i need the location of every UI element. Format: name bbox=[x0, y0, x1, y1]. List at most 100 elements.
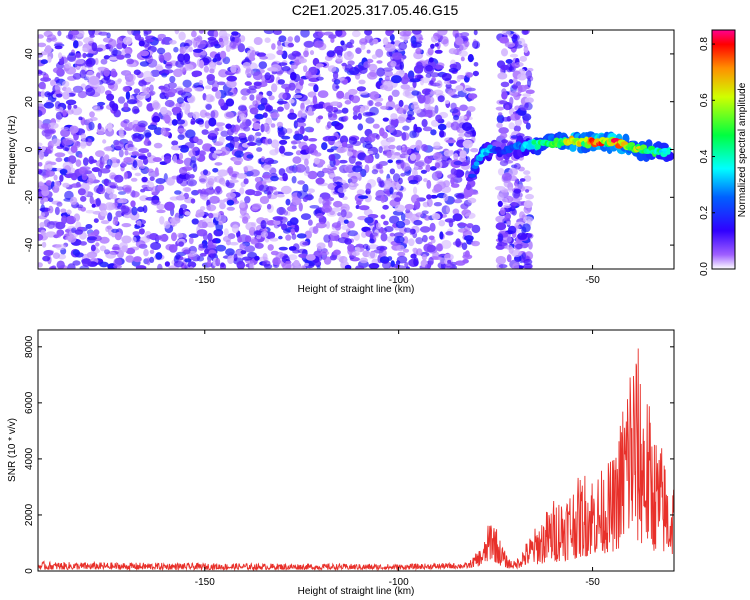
heatmap-cell bbox=[116, 54, 125, 60]
heatmap-cell bbox=[426, 198, 433, 208]
heatmap-cell bbox=[208, 117, 217, 127]
heatmap-cell bbox=[156, 209, 166, 214]
heatmap-cell bbox=[155, 65, 164, 71]
heatmap-signal-cell bbox=[627, 142, 636, 147]
heatmap-cell bbox=[88, 121, 95, 131]
heatmap-cell bbox=[289, 217, 299, 226]
heatmap-cell bbox=[121, 245, 128, 253]
heatmap-cell bbox=[467, 197, 477, 204]
heatmap-cell bbox=[447, 174, 457, 179]
heatmap-cell bbox=[504, 213, 511, 223]
heatmap-cell bbox=[293, 133, 304, 141]
heatmap-cell bbox=[229, 241, 239, 246]
heatmap-cell bbox=[90, 244, 96, 252]
heatmap-cell bbox=[177, 232, 184, 238]
heatmap-cell bbox=[134, 225, 141, 230]
heatmap-cell bbox=[38, 262, 43, 268]
heatmap-cell bbox=[231, 31, 239, 36]
heatmap-cell bbox=[368, 263, 380, 269]
colorbar-tick-label: 0.6 bbox=[699, 93, 710, 107]
heatmap-cell bbox=[206, 204, 217, 212]
heatmap-cell bbox=[429, 194, 438, 199]
heatmap-cell bbox=[443, 193, 449, 202]
heatmap-cell bbox=[102, 139, 107, 144]
snr-frame bbox=[37, 329, 675, 572]
heatmap-cell bbox=[441, 73, 452, 81]
heatmap-cell bbox=[375, 163, 381, 169]
heatmap-cell bbox=[208, 38, 219, 45]
heatmap-cell bbox=[153, 127, 163, 136]
heatmap-cell bbox=[82, 47, 88, 52]
heatmap-cell bbox=[336, 90, 345, 99]
heatmap-cell bbox=[161, 40, 166, 45]
heatmap-cell bbox=[447, 259, 452, 264]
heatmap-cell bbox=[109, 100, 115, 109]
heatmap-cell bbox=[262, 180, 267, 186]
heatmap-cell bbox=[138, 155, 148, 160]
heatmap-cell bbox=[514, 62, 524, 67]
heatmap-cell bbox=[183, 249, 191, 255]
heatmap-cell bbox=[500, 64, 510, 71]
heatmap-cell bbox=[381, 131, 388, 139]
heatmap-cell bbox=[198, 79, 204, 86]
heatmap-cell bbox=[214, 122, 226, 127]
heatmap-cell bbox=[450, 121, 460, 131]
heatmap-cell bbox=[371, 169, 379, 175]
heatmap-cell bbox=[207, 259, 212, 268]
heatmap-cell bbox=[453, 114, 460, 121]
heatmap-cell bbox=[434, 171, 443, 178]
heatmap-cell bbox=[347, 230, 359, 237]
heatmap-cell bbox=[81, 258, 92, 267]
heatmap-cell bbox=[41, 85, 46, 90]
heatmap-cell bbox=[334, 45, 344, 55]
heatmap-cell bbox=[86, 177, 94, 185]
heatmap-cell bbox=[260, 231, 269, 238]
heatmap-cell bbox=[48, 205, 54, 214]
heatmap-cell bbox=[435, 162, 440, 169]
heatmap-cell bbox=[461, 122, 473, 132]
heatmap-cell bbox=[422, 126, 433, 132]
heatmap-cell bbox=[423, 95, 431, 105]
heatmap-cell bbox=[72, 85, 84, 93]
heatmap-cell bbox=[97, 123, 102, 130]
heatmap-cell bbox=[359, 257, 368, 264]
heatmap-cell bbox=[495, 255, 507, 265]
heatmap-cell bbox=[113, 264, 122, 269]
heatmap-cell bbox=[150, 186, 161, 195]
heatmap-cell bbox=[233, 160, 242, 166]
heatmap-cell bbox=[236, 260, 246, 269]
heatmap-cell bbox=[523, 258, 533, 266]
heatmap-cell bbox=[194, 87, 204, 92]
heatmap-cell bbox=[221, 33, 231, 38]
heatmap-cell bbox=[54, 180, 61, 189]
heatmap-cell bbox=[107, 122, 113, 132]
heatmap-cell bbox=[380, 214, 386, 220]
heatmap-cell bbox=[252, 71, 263, 81]
heatmap-cell bbox=[171, 232, 177, 242]
heatmap-cell bbox=[313, 84, 319, 93]
heatmap-cell bbox=[164, 69, 174, 74]
heatmap-y-ticks: -40 -20 0 20 40 bbox=[24, 48, 674, 252]
heatmap-cell bbox=[249, 52, 255, 61]
heatmap-cell bbox=[77, 188, 86, 196]
heatmap-cell bbox=[119, 133, 125, 138]
heatmap-cell bbox=[437, 243, 443, 252]
heatmap-cell bbox=[391, 89, 400, 98]
heatmap-cell bbox=[192, 48, 204, 53]
heatmap-cell bbox=[131, 236, 137, 243]
heatmap-cell bbox=[139, 61, 149, 67]
heatmap-cell bbox=[38, 162, 43, 167]
heatmap-cell bbox=[178, 145, 189, 149]
heatmap-cell bbox=[392, 173, 401, 183]
figure-title: C2E1.2025.317.05.46.G15 bbox=[291, 2, 459, 18]
heatmap-cell bbox=[496, 122, 503, 128]
heatmap-cell bbox=[163, 83, 171, 92]
heatmap-cell bbox=[497, 233, 504, 242]
heatmap-cell bbox=[229, 139, 235, 149]
heatmap-cell bbox=[159, 216, 165, 225]
heatmap-cell bbox=[103, 146, 113, 152]
heatmap-cell bbox=[202, 56, 212, 64]
heatmap-cell bbox=[117, 96, 126, 104]
heatmap-cell bbox=[199, 178, 206, 183]
heatmap-cell bbox=[215, 257, 221, 267]
